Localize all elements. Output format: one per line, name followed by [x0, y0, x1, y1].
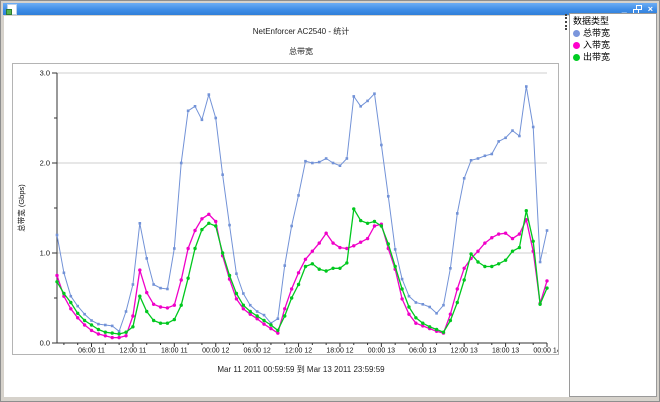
svg-text:00:00 13: 00:00 13: [368, 348, 395, 355]
legend-item-label: 出带宽: [583, 51, 610, 63]
legend-item-1[interactable]: 入带宽: [573, 39, 653, 51]
svg-text:12:00 11: 12:00 11: [120, 348, 147, 355]
legend-item-label: 入带宽: [583, 39, 610, 51]
legend-color-dot: [573, 54, 580, 61]
legend-item-2[interactable]: 出带宽: [573, 51, 653, 63]
legend-color-dot: [573, 42, 580, 49]
series-line-总带宽: [57, 87, 547, 332]
svg-text:00:00 12: 00:00 12: [202, 348, 229, 355]
svg-text:0.0: 0.0: [40, 339, 50, 348]
chart-title: NetEnforcer AC2540 - 统计: [56, 26, 546, 37]
title-bar: _ ×: [3, 3, 657, 15]
bandwidth-line-chart: 0.0 1.0 2.0 3.0 06:00 11 12:00 11 18:00 11 00:0…: [13, 64, 558, 354]
svg-text:06:00 12: 06:00 12: [244, 348, 271, 355]
legend-items: 总带宽入带宽出带宽: [573, 27, 653, 63]
svg-text:06:00 11: 06:00 11: [78, 348, 105, 355]
legend-item-0[interactable]: 总带宽: [573, 27, 653, 39]
legend-item-label: 总带宽: [583, 27, 610, 39]
svg-text:18:00 13: 18:00 13: [492, 348, 519, 355]
svg-text:2.0: 2.0: [40, 159, 50, 168]
chart-panel: 0.0 1.0 2.0 3.0 06:00 11 12:00 11 18:00 11 00:0…: [12, 63, 559, 355]
panel-drag-handle[interactable]: [565, 14, 567, 30]
content-area: NetEnforcer AC2540 - 统计 总带宽 0.0 1.0 2.0 3.0…: [4, 16, 656, 397]
series-line-出带宽: [57, 209, 547, 334]
svg-text:12:00 13: 12:00 13: [451, 348, 478, 355]
legend-panel: 数据类型 总带宽入带宽出带宽: [569, 13, 657, 397]
date-range-label: Mar 11 2011 00:59:59 到 Mar 13 2011 23:59…: [56, 364, 546, 375]
svg-text:总带宽 (Gbps): 总带宽 (Gbps): [16, 184, 26, 232]
svg-text:06:00 13: 06:00 13: [409, 348, 436, 355]
svg-text:18:00 12: 18:00 12: [326, 348, 353, 355]
svg-text:1.0: 1.0: [40, 249, 50, 258]
app-window: _ × NetEnforcer AC2540 - 统计 总带宽 0.0 1.0 2.…: [0, 0, 660, 402]
svg-text:12:00 12: 12:00 12: [285, 348, 312, 355]
legend-header: 数据类型: [573, 16, 653, 27]
window-icon: [7, 4, 17, 15]
legend-color-dot: [573, 30, 580, 37]
chart-subtitle: 总带宽: [56, 46, 546, 57]
svg-text:18:00 11: 18:00 11: [161, 348, 188, 355]
svg-text:00:00 14: 00:00 14: [533, 348, 558, 355]
svg-text:3.0: 3.0: [40, 69, 50, 78]
